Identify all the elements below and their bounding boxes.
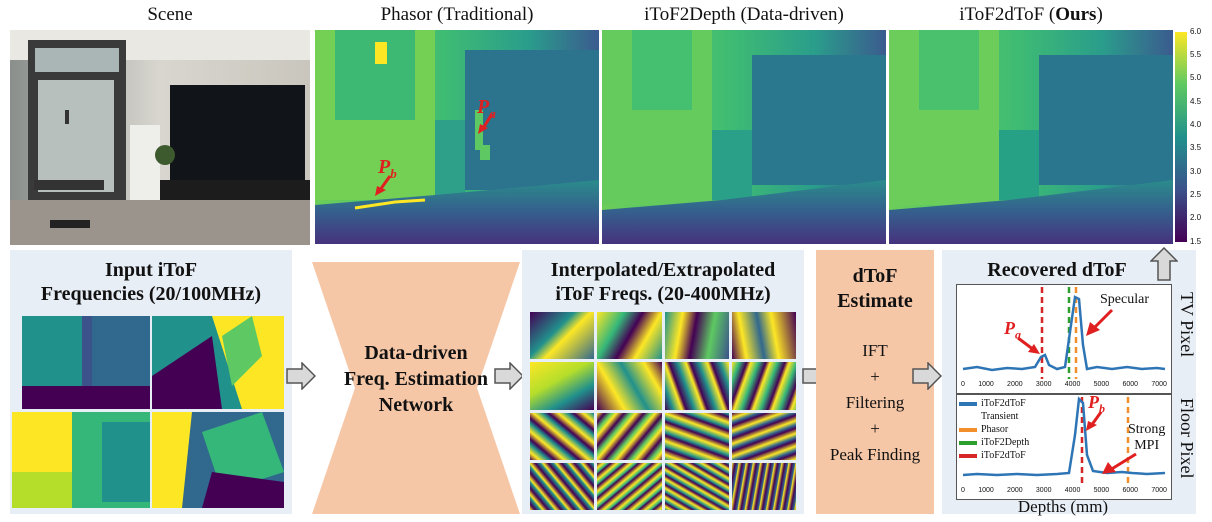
plot-legend: iToF2dToF Transient Phasor iToF2Depth iT… (959, 397, 1030, 462)
flow-arrow (494, 362, 524, 390)
up-arrow (1150, 247, 1178, 281)
tv-pa-annotation: Pa (1004, 318, 1021, 342)
colorbar (1175, 32, 1187, 242)
freq-tile (530, 362, 595, 410)
flow-arrow (286, 362, 316, 390)
floor-pb-arrow (1086, 411, 1103, 431)
freq-tile (597, 412, 662, 460)
pa-annotation: Pa (477, 96, 496, 121)
itof2depth-title: iToF2Depth (Data-driven) (644, 4, 844, 25)
ours-depth-map (889, 30, 1173, 244)
pb-annotation: Pb (378, 156, 397, 181)
freq-tile (664, 362, 729, 410)
input-freq-tile (12, 412, 150, 508)
flow-arrow (912, 362, 942, 390)
floor-pb-annotation: Pb (1088, 392, 1105, 416)
freq-tile (731, 462, 796, 510)
ours-title: iToF2dToF (Ours) (959, 4, 1103, 25)
input-freq-tile (152, 316, 284, 409)
itof2depth-depth-map (602, 30, 886, 244)
freq-tile (664, 312, 729, 360)
dtof-steps: IFT + Filtering + Peak Finding (829, 341, 921, 464)
freq-tile (597, 462, 662, 510)
freq-tile (664, 412, 729, 460)
legend-swatch (959, 427, 977, 432)
floor-mpi-note: Strong MPI (1128, 422, 1166, 453)
freq-tile (731, 362, 796, 410)
freq-tile (731, 412, 796, 460)
freq-tile (664, 462, 729, 510)
floor-pixel-label: Floor Pixel (1177, 398, 1197, 479)
tv-xticks: 0 1000 2000 3000 4000 5000 6000 7000 (961, 381, 1167, 388)
freq-tile (597, 362, 662, 410)
colorbar-ticks: 6.0 5.5 5.0 4.5 4.0 3.5 3.0 2.5 2.0 1.5 (1190, 27, 1202, 246)
recovered-dtof-title: Recovered dToF (987, 259, 1127, 281)
freq-tile (731, 312, 796, 360)
floor-pixel-plot: 0 1000 2000 3000 4000 5000 6000 7000 iToF2dToF … (956, 394, 1172, 500)
freq-tile (530, 462, 595, 510)
freq-tile (530, 312, 595, 360)
interp-freq-grid (530, 312, 796, 510)
scene-title: Scene (147, 4, 193, 25)
legend-swatch (959, 401, 977, 406)
network-label: Data-driven Freq. Estimation Network (343, 342, 489, 416)
pb-arrow (375, 175, 392, 196)
legend-swatch (959, 453, 977, 458)
dtof-estimate-title: dToF Estimate (837, 265, 913, 312)
legend-swatch (959, 440, 977, 445)
input-freq-tile (22, 316, 150, 409)
depths-xlabel: Depths (mm) (1017, 497, 1109, 516)
tv-specular-note: Specular (1100, 292, 1149, 307)
floor-xticks: 0 1000 2000 3000 4000 5000 6000 7000 (961, 487, 1167, 494)
input-itof-title: Input iToF Frequencies (20/100MHz) (40, 259, 262, 305)
scene-photo (10, 30, 310, 245)
tv-pa-arrow (1017, 336, 1040, 354)
interp-title: Interpolated/Extrapolated iToF Freqs. (2… (550, 259, 776, 305)
tv-pixel-label: TV Pixel (1177, 292, 1197, 358)
freq-tile (597, 312, 662, 360)
pa-arrow (478, 113, 494, 134)
specular-arrow (1086, 308, 1114, 336)
network-shape (312, 262, 520, 514)
mpi-arrow (1102, 452, 1137, 474)
phasor-depth-map (315, 30, 599, 244)
input-freq-tile (152, 412, 284, 508)
freq-tile (530, 412, 595, 460)
phasor-title: Phasor (Traditional) (380, 4, 534, 25)
tv-pixel-plot: 0 1000 2000 3000 4000 5000 6000 7000 (956, 284, 1172, 394)
